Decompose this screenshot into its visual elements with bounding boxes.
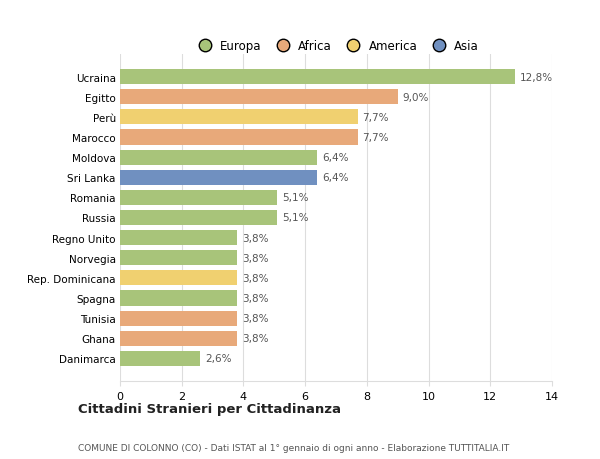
Text: 3,8%: 3,8% (242, 293, 268, 303)
Text: 3,8%: 3,8% (242, 273, 268, 283)
Text: 2,6%: 2,6% (205, 353, 232, 364)
Bar (120, 311, 237, 326)
Bar (120, 70, 515, 85)
Text: 7,7%: 7,7% (362, 133, 389, 143)
Legend: Europa, Africa, America, Asia: Europa, Africa, America, Asia (188, 35, 484, 57)
Text: 3,8%: 3,8% (242, 253, 268, 263)
Text: 3,8%: 3,8% (242, 233, 268, 243)
Text: 6,4%: 6,4% (322, 173, 349, 183)
Bar (120, 351, 200, 366)
Text: Cittadini Stranieri per Cittadinanza: Cittadini Stranieri per Cittadinanza (78, 403, 341, 415)
Bar (120, 230, 237, 246)
Bar (120, 211, 277, 225)
Text: 3,8%: 3,8% (242, 313, 268, 324)
Bar (120, 170, 317, 185)
Bar (120, 130, 358, 145)
Bar (120, 150, 317, 165)
Bar (120, 271, 237, 286)
Bar (120, 110, 358, 125)
Text: 5,1%: 5,1% (282, 193, 308, 203)
Text: 7,7%: 7,7% (362, 112, 389, 123)
Text: 12,8%: 12,8% (520, 73, 553, 83)
Bar (120, 331, 237, 346)
Bar (120, 291, 237, 306)
Text: 6,4%: 6,4% (322, 153, 349, 163)
Text: 3,8%: 3,8% (242, 334, 268, 343)
Bar (120, 251, 237, 266)
Text: 5,1%: 5,1% (282, 213, 308, 223)
Text: COMUNE DI COLONNO (CO) - Dati ISTAT al 1° gennaio di ogni anno - Elaborazione TU: COMUNE DI COLONNO (CO) - Dati ISTAT al 1… (78, 443, 509, 452)
Bar (120, 190, 277, 206)
Text: 9,0%: 9,0% (403, 93, 429, 102)
Bar (120, 90, 398, 105)
